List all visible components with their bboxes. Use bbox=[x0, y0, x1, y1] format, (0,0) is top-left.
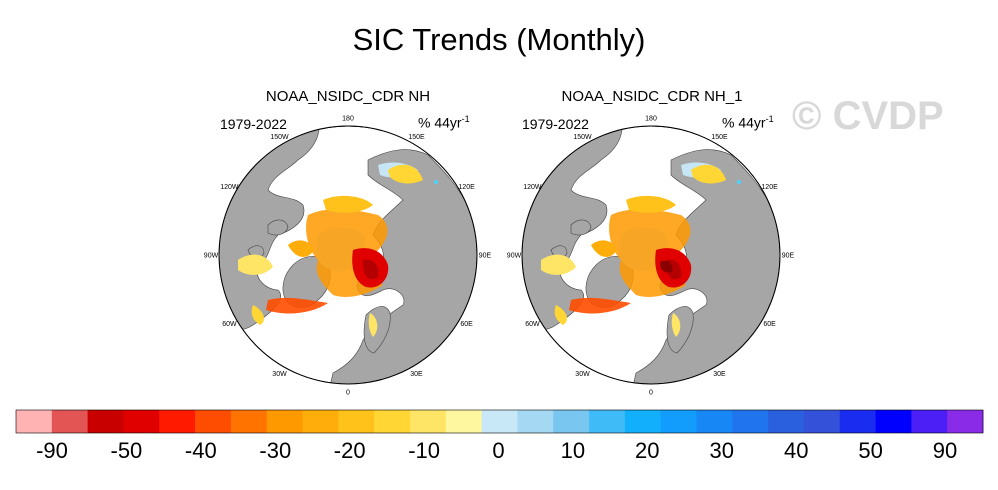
colorbar-outline bbox=[15, 409, 984, 434]
colorbar-tick-label: 30 bbox=[710, 438, 734, 463]
colorbar-cell bbox=[732, 410, 769, 433]
colorbar-cell bbox=[159, 410, 196, 433]
lon-label-180: 180 bbox=[342, 116, 354, 123]
panel-2-units: % 44yr-1 bbox=[722, 114, 774, 131]
lon-label-0: 0 bbox=[649, 390, 653, 397]
colorbar-labels: -90 -50 -40 -30 -20 -10 0 10 20 30 40 50 90 bbox=[36, 438, 957, 463]
lon-label-120w: 120W bbox=[220, 184, 239, 191]
colorbar-cell bbox=[660, 410, 697, 433]
colorbar-cell bbox=[553, 410, 590, 433]
panel-1-period: 1979-2022 bbox=[220, 116, 287, 132]
colorbar-tick-label: -30 bbox=[259, 438, 291, 463]
panel-2-units-text: % 44yr bbox=[722, 114, 766, 131]
colorbar-tick-label: 0 bbox=[492, 438, 504, 463]
lon-label-30w: 30W bbox=[575, 371, 590, 378]
colorbar-tick-label: 10 bbox=[561, 438, 585, 463]
colorbar-cell bbox=[87, 410, 124, 433]
lon-label-90e: 90E bbox=[479, 253, 492, 260]
chart-title: SIC Trends (Monthly) bbox=[352, 22, 646, 57]
lon-label-150e: 150E bbox=[408, 134, 425, 141]
colorbar-cell bbox=[374, 410, 411, 433]
colorbar-cell bbox=[481, 410, 518, 433]
colorbar-tick-label: 90 bbox=[933, 438, 957, 463]
lon-label-30e: 30E bbox=[713, 371, 726, 378]
colorbar-cell bbox=[696, 410, 733, 433]
panel-1-title: NOAA_NSIDC_CDR NH bbox=[265, 88, 431, 105]
colorbar-tick-label: 50 bbox=[858, 438, 882, 463]
lon-label-150w: 150W bbox=[573, 134, 592, 141]
colorbar-tick-label: -40 bbox=[185, 438, 217, 463]
lon-label-60w: 60W bbox=[222, 321, 237, 328]
panel-1-units-text: % 44yr bbox=[418, 114, 462, 131]
lon-label-120w: 120W bbox=[523, 184, 542, 191]
panel-1-units: % 44yr-1 bbox=[418, 114, 470, 131]
colorbar-cell bbox=[517, 410, 554, 433]
colorbar-cell bbox=[230, 410, 268, 433]
lon-label-30w: 30W bbox=[272, 371, 287, 378]
lon-label-0: 0 bbox=[346, 390, 350, 397]
colorbar-tick-label: 40 bbox=[784, 438, 808, 463]
colorbar-cell bbox=[839, 410, 876, 433]
colorbar-cell bbox=[16, 410, 53, 433]
colorbar-cell bbox=[51, 410, 89, 433]
colorbar-cell bbox=[911, 410, 948, 433]
panel-1-outline bbox=[218, 125, 478, 385]
colorbar-cell bbox=[338, 410, 375, 433]
panel-2-lon-labels: 180 150E 120E 90E 60E 30E 0 30W 60W 90W 120W 150W bbox=[507, 116, 795, 397]
lon-label-60e: 60E bbox=[763, 321, 776, 328]
colorbar-cell bbox=[624, 410, 662, 433]
colorbar-tick-label: 20 bbox=[635, 438, 659, 463]
colorbar-cell bbox=[875, 410, 912, 433]
colorbar-tick-label: -10 bbox=[408, 438, 440, 463]
lon-label-180: 180 bbox=[645, 116, 657, 123]
lon-label-90w: 90W bbox=[507, 253, 522, 260]
panel-2-units-exp: -1 bbox=[765, 114, 774, 124]
colorbar-cells bbox=[15, 409, 984, 434]
colorbar-cell bbox=[266, 410, 303, 433]
panel-2-title: NOAA_NSIDC_CDR NH_1 bbox=[561, 88, 743, 105]
lon-label-60w: 60W bbox=[525, 321, 540, 328]
lon-label-90w: 90W bbox=[204, 253, 219, 260]
lon-label-120e: 120E bbox=[458, 184, 475, 191]
colorbar-cell bbox=[302, 410, 339, 433]
lon-label-150e: 150E bbox=[711, 134, 728, 141]
panel-1-units-exp: -1 bbox=[461, 114, 470, 124]
watermark: © CVDP bbox=[792, 94, 944, 138]
panel-2-map bbox=[522, 126, 780, 384]
panel-2-period: 1979-2022 bbox=[522, 116, 589, 132]
lon-label-150w: 150W bbox=[270, 134, 289, 141]
colorbar-cell bbox=[947, 410, 984, 433]
lon-label-120e: 120E bbox=[761, 184, 778, 191]
colorbar-cell bbox=[195, 410, 232, 433]
polar-maps: 180 150E 120E 90E 60E 30E 0 30W 60W 90W 120W 150W 1… bbox=[204, 116, 795, 397]
colorbar-tick-label: -20 bbox=[334, 438, 366, 463]
colorbar-cell bbox=[409, 410, 447, 433]
colorbar-cell bbox=[445, 410, 482, 433]
panel-2-outline bbox=[521, 125, 781, 385]
colorbar-cell bbox=[803, 410, 841, 433]
colorbar-tick-label: -50 bbox=[111, 438, 143, 463]
panel-1-lon-labels: 180 150E 120E 90E 60E 30E 0 30W 60W 90W 120W 150W bbox=[204, 116, 492, 397]
colorbar-tick-label: -90 bbox=[36, 438, 68, 463]
colorbar-cell bbox=[589, 410, 626, 433]
colorbar-cell bbox=[768, 410, 805, 433]
lon-label-30e: 30E bbox=[410, 371, 423, 378]
lon-label-60e: 60E bbox=[460, 321, 473, 328]
lon-label-90e: 90E bbox=[782, 253, 795, 260]
colorbar-cell bbox=[123, 410, 160, 433]
